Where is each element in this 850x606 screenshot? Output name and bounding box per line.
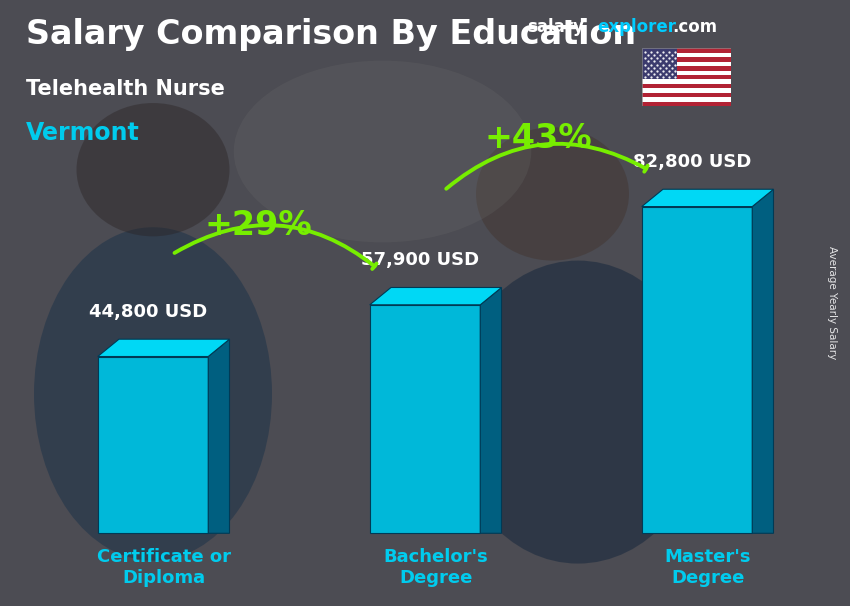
- Text: 82,800 USD: 82,800 USD: [633, 153, 751, 171]
- Bar: [642, 79, 731, 84]
- Bar: [642, 93, 731, 97]
- Ellipse shape: [34, 227, 272, 561]
- Polygon shape: [208, 339, 230, 533]
- Bar: [642, 58, 731, 62]
- Ellipse shape: [476, 127, 629, 261]
- Text: Average Yearly Salary: Average Yearly Salary: [827, 247, 837, 359]
- Ellipse shape: [76, 103, 230, 236]
- Bar: [642, 102, 731, 106]
- Bar: [642, 48, 731, 53]
- Text: Master's
Degree: Master's Degree: [665, 548, 751, 587]
- Polygon shape: [98, 339, 230, 356]
- Text: Salary Comparison By Education: Salary Comparison By Education: [26, 18, 636, 51]
- Polygon shape: [370, 305, 480, 533]
- Text: +43%: +43%: [484, 122, 592, 155]
- Bar: [642, 71, 731, 75]
- Text: Telehealth Nurse: Telehealth Nurse: [26, 79, 224, 99]
- Text: Certificate or
Diploma: Certificate or Diploma: [97, 548, 230, 587]
- Text: .com: .com: [672, 18, 717, 36]
- Text: +29%: +29%: [204, 209, 312, 242]
- Text: Vermont: Vermont: [26, 121, 139, 145]
- Polygon shape: [642, 189, 774, 207]
- Polygon shape: [480, 287, 501, 533]
- Bar: [642, 53, 731, 58]
- Bar: [642, 66, 731, 71]
- Bar: [642, 62, 731, 66]
- Bar: [642, 48, 677, 79]
- Bar: [642, 75, 731, 79]
- Bar: [642, 97, 731, 102]
- Polygon shape: [752, 189, 774, 533]
- Text: explorer: explorer: [598, 18, 677, 36]
- Bar: [642, 84, 731, 88]
- Polygon shape: [642, 207, 752, 533]
- Bar: [642, 88, 731, 93]
- Ellipse shape: [234, 61, 531, 242]
- Polygon shape: [98, 356, 208, 533]
- Text: 44,800 USD: 44,800 USD: [89, 303, 207, 321]
- Ellipse shape: [450, 261, 706, 564]
- Polygon shape: [370, 287, 502, 305]
- Text: salary: salary: [527, 18, 584, 36]
- Text: 57,900 USD: 57,900 USD: [361, 251, 479, 269]
- Text: Bachelor's
Degree: Bachelor's Degree: [383, 548, 488, 587]
